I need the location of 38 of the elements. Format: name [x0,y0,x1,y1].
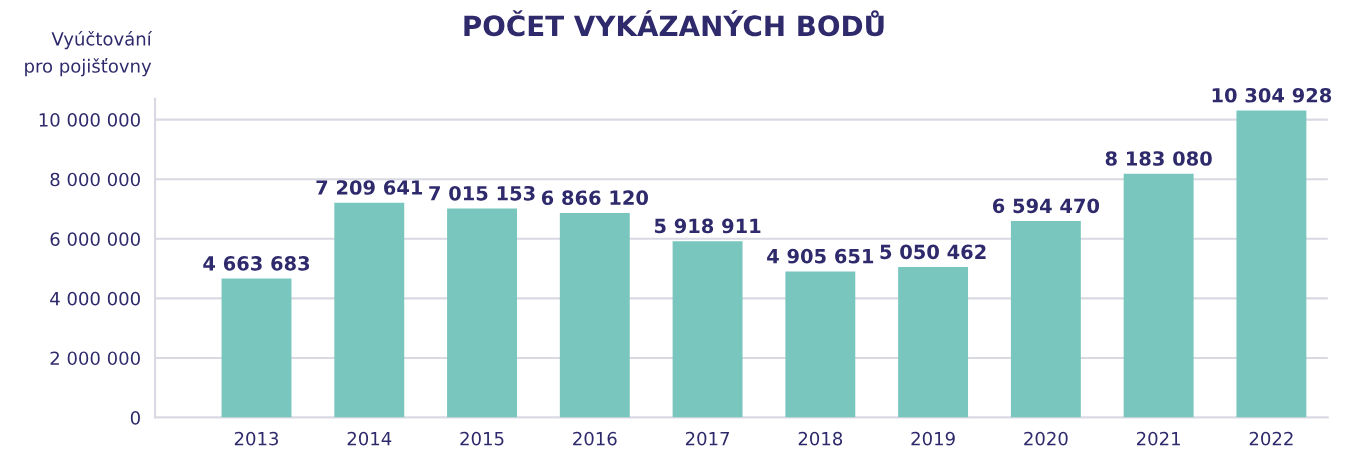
data-label: 6 866 120 [541,190,648,206]
x-tick-label: 2019 [911,431,955,446]
x-tick-label: 2013 [234,431,279,446]
data-label: 5 918 911 [654,218,761,234]
data-label: 7 015 153 [429,185,535,201]
y-tick-label: 8 000 000 [50,172,140,187]
x-tick-label: 2020 [1024,431,1068,446]
chart-title: POČET VYKÁZANÝCH BODŮ [464,10,884,37]
x-tick-label: 2016 [573,431,617,446]
bar [221,278,292,418]
bar [334,202,405,418]
data-label: 5 050 462 [880,244,986,260]
bar [785,271,856,418]
y-tick-label: 6 000 000 [50,232,140,246]
bar [1010,221,1081,418]
data-label: 4 905 651 [767,248,874,264]
x-tick-label: 2017 [685,431,729,446]
y-axis-title: Vyúčtování pro pojišťovny [25,31,153,77]
data-label: 8 183 080 [1105,151,1212,166]
bar [559,213,630,418]
x-tick-label: 2021 [1136,431,1180,446]
bar [1236,110,1307,418]
y-tick-label: 0 [130,411,140,425]
bar [1123,173,1194,418]
x-tick-label: 2015 [460,431,504,446]
x-tick-label: 2018 [798,431,843,446]
x-tick-label: 2014 [347,431,392,446]
data-label: 4 663 683 [203,255,310,271]
data-label: 6 594 470 [992,198,1100,214]
x-tick-label: 2022 [1249,431,1293,446]
bar [447,208,517,418]
y-tick-label: 4 000 000 [50,291,140,306]
data-label: 7 209 641 [316,180,423,195]
bar [898,267,969,418]
y-tick-label: 2 000 000 [50,351,140,366]
data-label: 10 304 928 [1212,87,1332,103]
bar [672,241,743,418]
y-tick-label: 10 000 000 [39,113,140,127]
